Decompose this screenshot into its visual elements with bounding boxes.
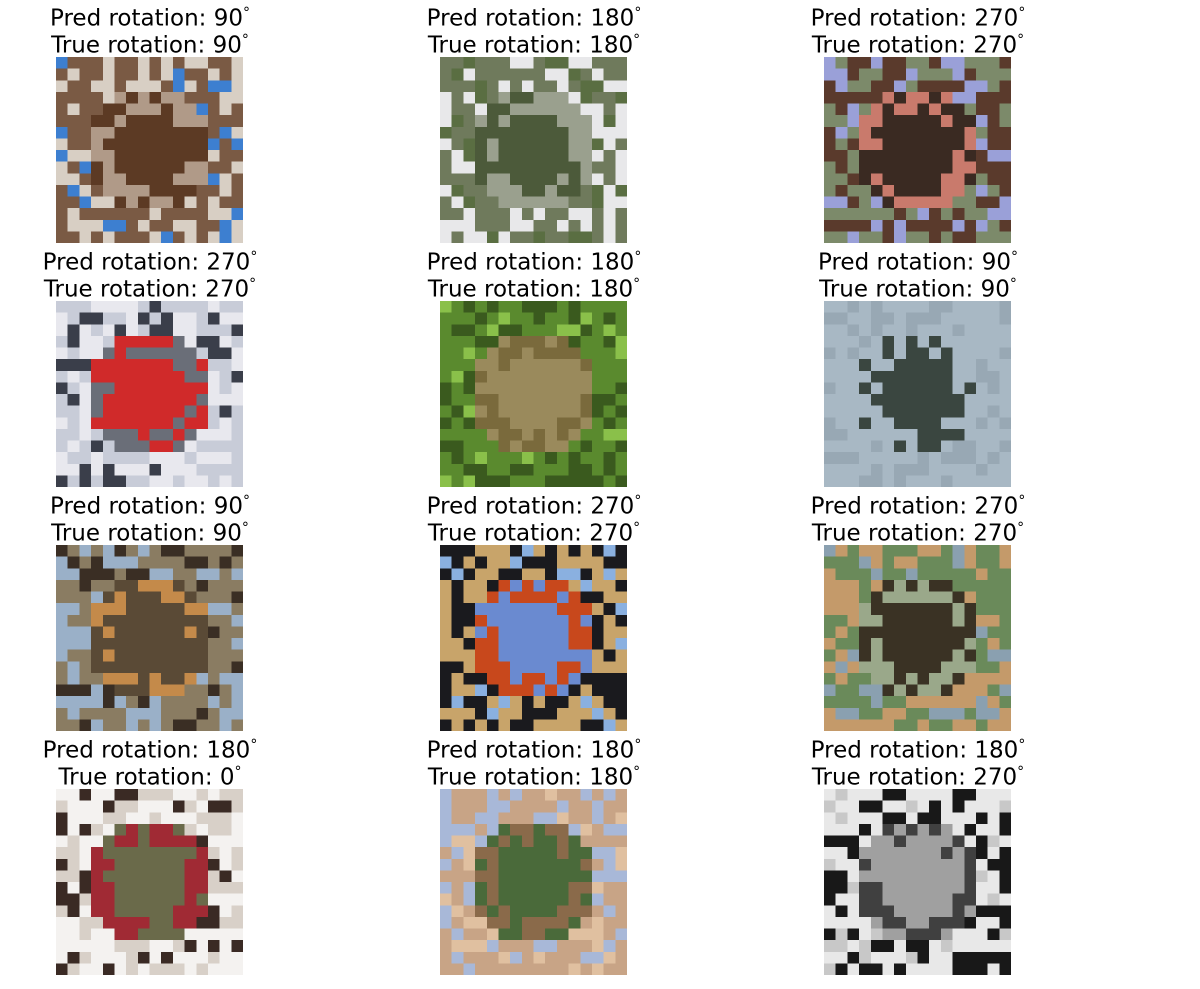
airplane-photo: [824, 301, 1011, 487]
true-rotation-label: True rotation: 90°: [51, 520, 249, 547]
deer-photo: [440, 545, 627, 731]
pred-rotation-label: Pred rotation: 270°: [426, 493, 642, 520]
true-rotation-label: True rotation: 270°: [427, 520, 641, 547]
true-rotation-label: True rotation: 270°: [811, 520, 1025, 547]
true-rotation-label: True rotation: 90°: [51, 32, 249, 59]
panel-3: Pred rotation: 270° True rotation: 270°: [768, 0, 1068, 243]
cat-photo: [56, 57, 243, 243]
dog-photo: [824, 57, 1011, 243]
panel-9: Pred rotation: 270° True rotation: 270°: [768, 488, 1068, 731]
panel-8: Pred rotation: 270° True rotation: 270°: [384, 488, 684, 731]
panel-12: Pred rotation: 180° True rotation: 270°: [768, 732, 1068, 975]
horse-photo: [440, 789, 627, 975]
true-rotation-label: True rotation: 180°: [427, 276, 641, 303]
pred-rotation-label: Pred rotation: 180°: [426, 737, 642, 764]
pred-rotation-label: Pred rotation: 270°: [810, 5, 1026, 32]
panel-10: Pred rotation: 180° True rotation: 0°: [0, 732, 300, 975]
panel-1: Pred rotation: 90° True rotation: 90°: [0, 0, 300, 243]
ship-photo: [56, 301, 243, 487]
panel-6: Pred rotation: 90° True rotation: 90°: [768, 244, 1068, 487]
pred-rotation-label: Pred rotation: 90°: [50, 5, 250, 32]
pred-rotation-label: Pred rotation: 270°: [810, 493, 1026, 520]
frog-photo: [440, 301, 627, 487]
bird-photo: [440, 57, 627, 243]
true-rotation-label: True rotation: 270°: [811, 764, 1025, 791]
pred-rotation-label: Pred rotation: 90°: [50, 493, 250, 520]
true-rotation-label: True rotation: 90°: [819, 276, 1017, 303]
true-rotation-label: True rotation: 270°: [811, 32, 1025, 59]
horse-photo: [56, 545, 243, 731]
pred-rotation-label: Pred rotation: 180°: [42, 737, 258, 764]
pred-rotation-label: Pred rotation: 180°: [426, 5, 642, 32]
panel-11: Pred rotation: 180° True rotation: 180°: [384, 732, 684, 975]
grayscale-photo: [824, 789, 1011, 975]
panel-5: Pred rotation: 180° True rotation: 180°: [384, 244, 684, 487]
animal-photo: [824, 545, 1011, 731]
pred-rotation-label: Pred rotation: 180°: [426, 249, 642, 276]
true-rotation-label: True rotation: 180°: [427, 32, 641, 59]
panel-2: Pred rotation: 180° True rotation: 180°: [384, 0, 684, 243]
panel-7: Pred rotation: 90° True rotation: 90°: [0, 488, 300, 731]
true-rotation-label: True rotation: 270°: [43, 276, 257, 303]
pred-rotation-label: Pred rotation: 180°: [810, 737, 1026, 764]
pred-rotation-label: Pred rotation: 270°: [42, 249, 258, 276]
pred-rotation-label: Pred rotation: 90°: [818, 249, 1018, 276]
truck-photo: [56, 789, 243, 975]
panel-4: Pred rotation: 270° True rotation: 270°: [0, 244, 300, 487]
true-rotation-label: True rotation: 180°: [427, 764, 641, 791]
true-rotation-label: True rotation: 0°: [58, 764, 242, 791]
